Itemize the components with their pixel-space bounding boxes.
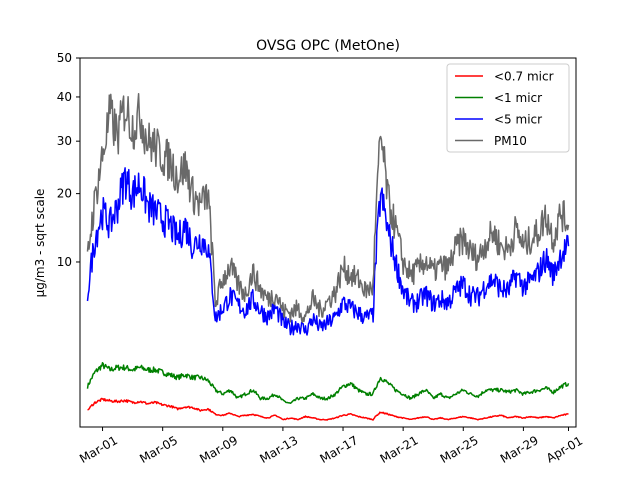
series-line-2 bbox=[86, 167, 570, 336]
legend-label-1: <1 micr bbox=[494, 91, 542, 105]
y-tick-label: 40 bbox=[57, 90, 72, 104]
chart-title: OVSG OPC (MetOne) bbox=[256, 38, 400, 54]
y-tick-label: 30 bbox=[57, 134, 72, 148]
y-tick-label: 50 bbox=[57, 51, 72, 65]
y-axis-label: µg/m3 - sqrt scale bbox=[33, 189, 47, 298]
legend-label-0: <0.7 micr bbox=[494, 70, 554, 84]
legend: <0.7 micr <1 micr <5 micr PM10 bbox=[446, 63, 570, 153]
plot-frame bbox=[79, 57, 577, 428]
legend-box bbox=[446, 63, 570, 153]
legend-label-3: PM10 bbox=[494, 134, 527, 148]
series-line-3 bbox=[86, 92, 570, 323]
legend-label-2: <5 micr bbox=[494, 113, 542, 127]
y-tick-label: 10 bbox=[57, 255, 72, 269]
series-line-1 bbox=[86, 361, 570, 405]
y-tick-label: 20 bbox=[57, 187, 72, 201]
series-line-0 bbox=[87, 397, 569, 421]
plot-area bbox=[86, 92, 570, 421]
